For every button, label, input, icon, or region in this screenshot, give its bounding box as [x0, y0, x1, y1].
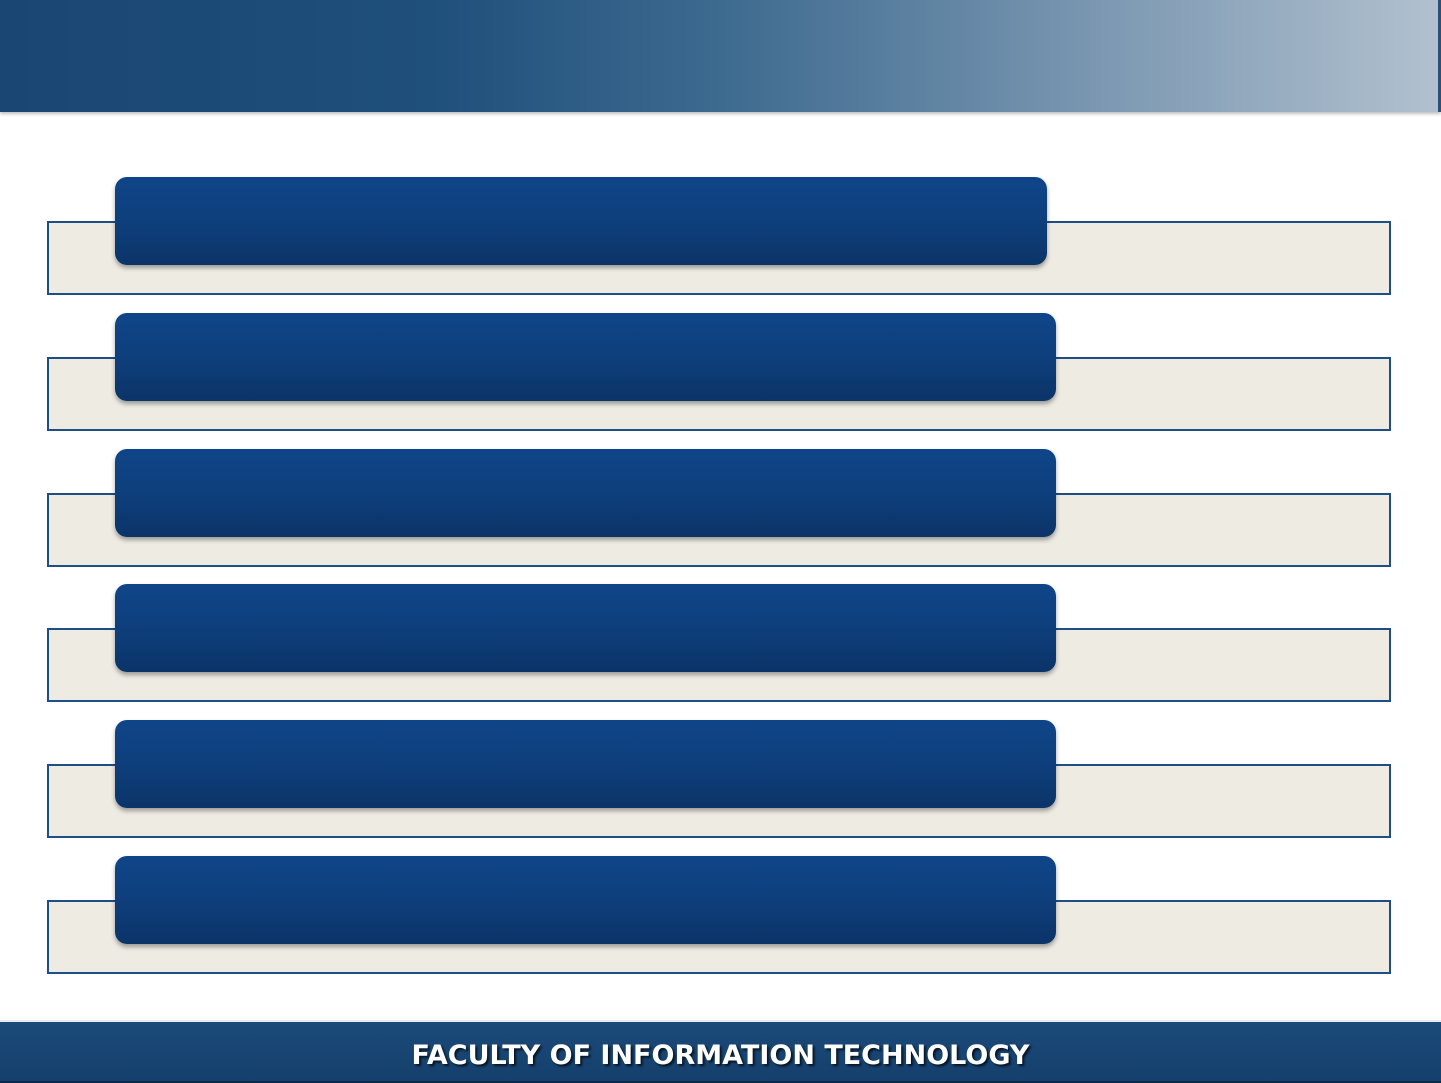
list-row-4: [0, 584, 1441, 720]
row-tab: [115, 449, 1056, 537]
row-tab: [115, 856, 1056, 944]
row-tab: [115, 177, 1047, 265]
slide-footer-band: FACULTY OF INFORMATION TECHNOLOGY: [0, 1020, 1441, 1083]
row-tab: [115, 720, 1056, 808]
list-row-6: [0, 856, 1441, 992]
list-row-2: [0, 313, 1441, 449]
row-tab: [115, 584, 1056, 672]
slide-header-band: [0, 0, 1441, 112]
footer-title: FACULTY OF INFORMATION TECHNOLOGY: [411, 1040, 1030, 1071]
list-row-5: [0, 720, 1441, 856]
header-right-edge: [1438, 0, 1441, 112]
slide-body: [0, 112, 1441, 1020]
list-row-1: [0, 177, 1441, 313]
row-tab: [115, 313, 1056, 401]
list-row-3: [0, 449, 1441, 585]
